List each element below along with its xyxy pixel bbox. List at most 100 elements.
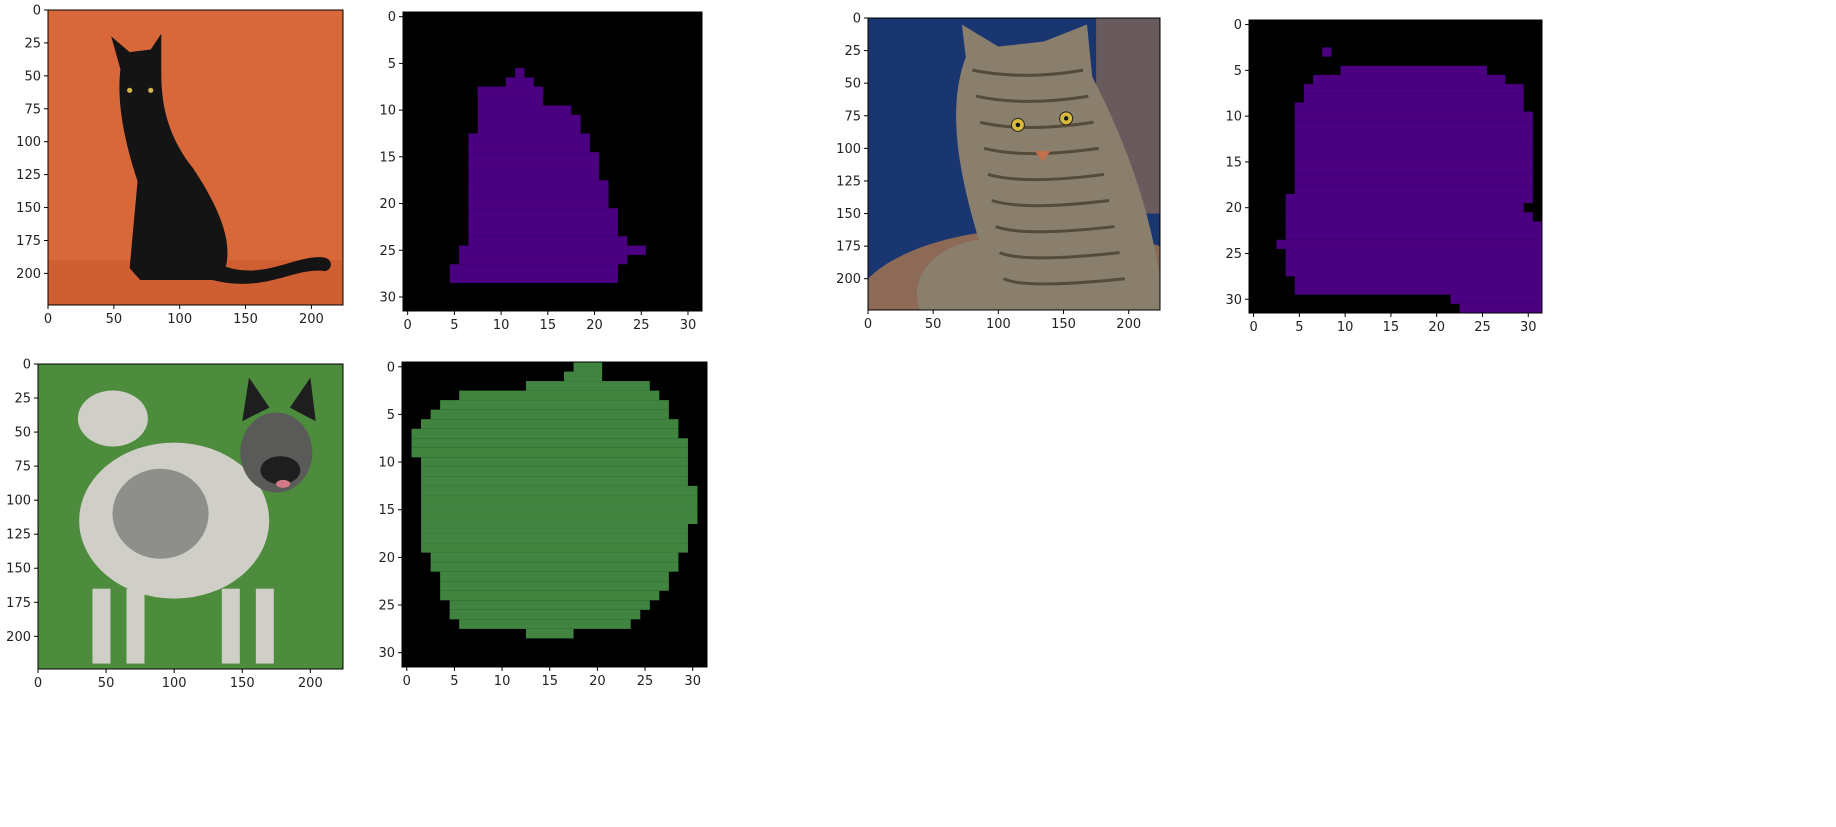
dog-body-shade	[113, 469, 209, 559]
mask-cell-run	[440, 581, 669, 591]
mask-cell-run	[450, 274, 618, 283]
mask-cell-run	[450, 600, 650, 610]
dog-tongue	[276, 480, 290, 488]
mask-cell-run	[1295, 102, 1524, 111]
x-tick-label: 10	[494, 674, 511, 689]
mask-cell-run	[1295, 130, 1533, 139]
y-tick-label: 150	[16, 201, 41, 216]
mask-cell-run	[468, 236, 627, 245]
mask-cell-run	[1295, 157, 1533, 166]
plot-area	[402, 362, 707, 667]
mask-cell-run	[421, 486, 697, 496]
mask-cell-run	[468, 208, 618, 217]
y-tick-label: 0	[33, 4, 41, 19]
x-tick-label: 25	[633, 318, 650, 333]
mask-cell-run	[468, 218, 618, 227]
y-tick-label: 25	[379, 244, 396, 259]
y-tick-label: 20	[1225, 201, 1242, 216]
x-tick-label: 5	[450, 318, 458, 333]
mask-cell-run	[1286, 212, 1533, 221]
y-tick-label: 0	[23, 358, 31, 373]
panel-tabby-cat-image: 0 50 100 150 200 0 25 50 75 100 125 150 175 200	[820, 8, 1180, 348]
mask-cell-run	[1286, 231, 1542, 240]
x-tick-label: 50	[106, 312, 123, 327]
mask-cell-run	[468, 180, 608, 189]
y-tick-label: 15	[378, 503, 395, 518]
tabby-cat-mask-plot: 0 5 10 15 20 25 30051015202530	[1200, 10, 1560, 350]
x-tick-label: 200	[298, 676, 323, 691]
mask-cell-run	[468, 152, 599, 161]
y-tick-label: 10	[1225, 110, 1242, 125]
y-tick-label: 50	[844, 77, 861, 92]
mask-cell-run	[478, 124, 581, 133]
y-tick-label: 100	[836, 142, 861, 157]
tabby-cat-image-plot: 0 50 100 150 200 0 25 50 75 100 125 150 175 200	[820, 8, 1180, 348]
dog-leg	[256, 589, 274, 664]
cat-pupil	[1064, 116, 1068, 120]
dog-mask-plot: 0 5 10 15 20 25 30051015202530	[365, 350, 725, 695]
y-tick-label: 200	[16, 267, 41, 282]
cat-eye	[127, 88, 132, 93]
y-tick-label: 25	[24, 36, 41, 51]
mask-cell-run	[421, 495, 697, 505]
dog-image-plot: 0 50 100 150 2000255075100125150175200	[0, 352, 360, 697]
x-tick-label: 30	[1520, 320, 1537, 335]
mask-cell-run	[412, 429, 679, 439]
y-tick-label: 200	[836, 272, 861, 287]
mask-cell-run	[1286, 221, 1542, 230]
y-tick-label: 10	[379, 104, 396, 119]
x-tick-label: 0	[34, 676, 42, 691]
mask-cell-run	[1286, 203, 1524, 212]
plot-area	[48, 10, 343, 305]
mask-cell-run	[421, 515, 697, 525]
black-cat-mask-plot: 0 5 10 15 20 25 30051015202530	[365, 2, 725, 342]
x-tick-label: 200	[1116, 317, 1141, 332]
x-tick-label: 30	[684, 674, 701, 689]
mask-cell-run	[478, 87, 543, 96]
x-tick-label: 10	[493, 318, 510, 333]
mask-cell-run	[478, 115, 581, 124]
cat-pupil	[1016, 123, 1020, 127]
y-tick-label: 5	[388, 57, 396, 72]
x-tick-label: 15	[541, 674, 558, 689]
mask-cell-run	[440, 591, 659, 601]
x-tick-label: 0	[44, 312, 52, 327]
plot-area	[403, 12, 702, 311]
mask-cell-run	[468, 227, 618, 236]
mask-cell-run	[421, 524, 688, 534]
dog-muzzle	[260, 456, 300, 484]
x-tick-label: 150	[230, 676, 255, 691]
mask-cell-run	[478, 105, 571, 114]
y-tick-label: 30	[379, 290, 396, 305]
x-tick-label: 25	[637, 674, 654, 689]
y-tick-label: 5	[1234, 64, 1242, 79]
mask-cell-run	[1341, 66, 1488, 75]
mask-cell-run	[1460, 304, 1542, 313]
x-tick-label: 20	[1428, 320, 1445, 335]
mask-cell-run	[468, 199, 608, 208]
y-tick-label: 0	[387, 360, 395, 375]
mask-cell-run	[1295, 112, 1533, 121]
panel-black-cat-mask: 0 5 10 15 20 25 30 0 5 10 15 20 25 30	[365, 2, 725, 342]
mask-cell-run	[468, 171, 599, 180]
x-tick-label: 15	[1383, 320, 1400, 335]
y-tick-label: 15	[1225, 155, 1242, 170]
y-tick-label: 175	[836, 240, 861, 255]
mask-cell-run	[1295, 176, 1533, 185]
mask-cell-run	[421, 543, 688, 553]
y-tick-label: 5	[387, 408, 395, 423]
y-tick-label: 20	[378, 551, 395, 566]
mask-cell-run	[1295, 148, 1533, 157]
mask-cell-run	[421, 467, 688, 477]
x-tick-label: 5	[450, 674, 458, 689]
y-tick-label: 150	[6, 562, 31, 577]
mask-cell-run	[421, 534, 688, 544]
y-tick-label: 50	[24, 69, 41, 84]
mask-cell-run	[526, 381, 650, 391]
mask-cell-run	[412, 438, 688, 448]
x-tick-label: 5	[1295, 320, 1303, 335]
mask-cell-run	[421, 505, 697, 515]
x-tick-label: 30	[680, 318, 697, 333]
mask-cell-run	[1295, 276, 1542, 285]
mask-cell-run	[412, 448, 688, 458]
